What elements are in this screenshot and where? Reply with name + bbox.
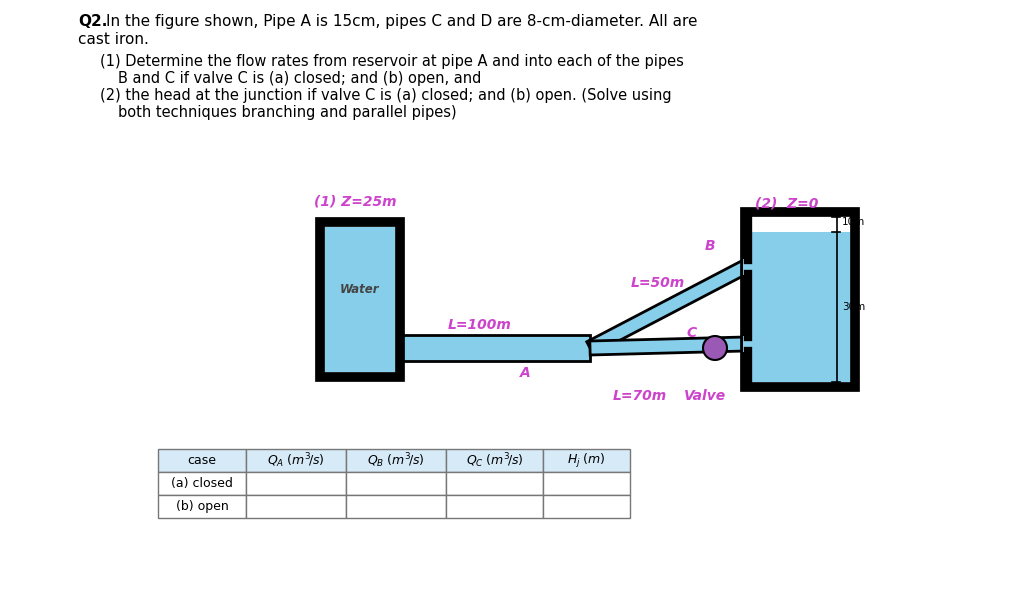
Text: (b) open: (b) open: [175, 500, 228, 513]
Text: A: A: [519, 366, 530, 380]
Bar: [158, 472, 246, 495]
Text: (2)  Z=0: (2) Z=0: [754, 196, 817, 210]
Text: L=70m: L=70m: [612, 389, 666, 403]
Bar: [445, 472, 542, 495]
Bar: [749, 232, 849, 382]
Text: L=100m: L=100m: [447, 318, 512, 332]
Text: 30m: 30m: [841, 302, 864, 312]
Text: $Q_A\;(m^3\!/s)$: $Q_A\;(m^3\!/s)$: [267, 451, 324, 470]
Bar: [158, 495, 246, 518]
Text: Valve: Valve: [684, 389, 726, 403]
Text: $H_j\;(m)$: $H_j\;(m)$: [567, 452, 605, 469]
Text: In the figure shown, Pipe A is 15cm, pipes C and D are 8-cm-diameter. All are: In the figure shown, Pipe A is 15cm, pip…: [106, 14, 697, 29]
Bar: [325, 227, 394, 372]
Bar: [320, 222, 399, 377]
Bar: [345, 449, 445, 472]
Bar: [744, 212, 854, 387]
Text: case: case: [187, 454, 216, 467]
Text: 10m: 10m: [841, 217, 864, 227]
Text: $Q_C\;(m^3\!/s)$: $Q_C\;(m^3\!/s)$: [466, 451, 523, 470]
Bar: [345, 472, 445, 495]
Bar: [399, 335, 589, 361]
Circle shape: [702, 336, 727, 360]
Bar: [542, 495, 630, 518]
Text: Q2.: Q2.: [77, 14, 107, 29]
Bar: [445, 495, 542, 518]
Bar: [345, 495, 445, 518]
Text: Water: Water: [340, 283, 379, 296]
Text: both techniques branching and parallel pipes): both techniques branching and parallel p…: [118, 105, 457, 120]
Text: $Q_B\;(m^3\!/s)$: $Q_B\;(m^3\!/s)$: [367, 451, 424, 470]
Bar: [742, 336, 754, 352]
Polygon shape: [589, 337, 745, 355]
Text: B and C if valve C is (a) closed; and (b) open, and: B and C if valve C is (a) closed; and (b…: [118, 71, 481, 86]
Text: C: C: [686, 326, 696, 340]
Text: (1) Determine the flow rates from reservoir at pipe A and into each of the pipes: (1) Determine the flow rates from reserv…: [100, 54, 683, 69]
Bar: [246, 449, 345, 472]
Text: (2) the head at the junction if valve C is (a) closed; and (b) open. (Solve usin: (2) the head at the junction if valve C …: [100, 88, 671, 103]
Text: (1) Z=25m: (1) Z=25m: [314, 194, 396, 208]
Text: B: B: [704, 239, 714, 253]
Bar: [158, 449, 246, 472]
Bar: [246, 472, 345, 495]
Bar: [542, 472, 630, 495]
Text: (a) closed: (a) closed: [171, 477, 232, 490]
Text: L=50m: L=50m: [630, 275, 684, 289]
Text: cast iron.: cast iron.: [77, 32, 149, 47]
Bar: [542, 449, 630, 472]
Polygon shape: [586, 261, 748, 354]
Bar: [742, 259, 754, 275]
Bar: [445, 449, 542, 472]
Bar: [246, 495, 345, 518]
